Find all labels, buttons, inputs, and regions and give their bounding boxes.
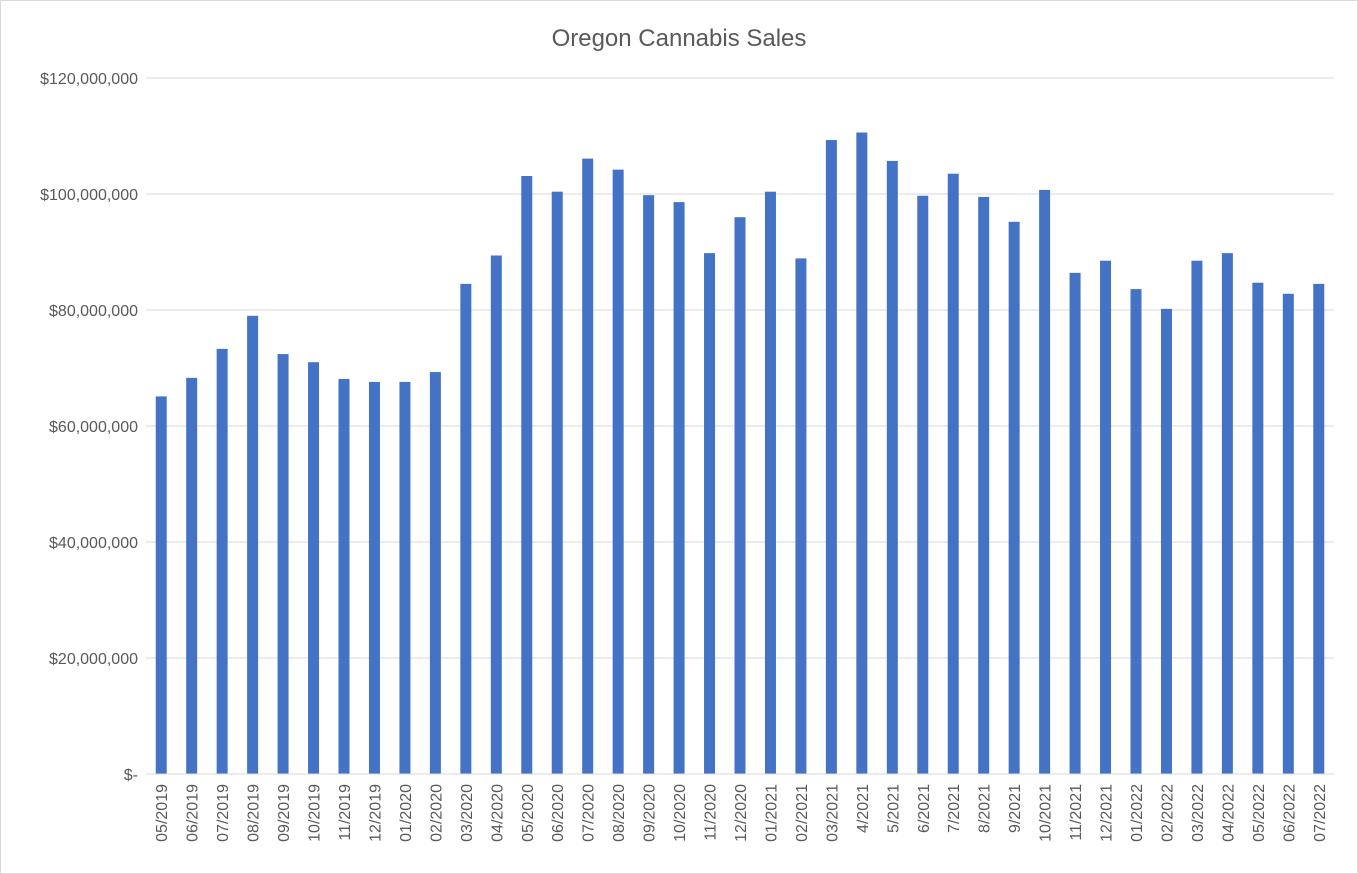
- x-tick-label: 08/2019: [246, 784, 263, 842]
- x-tick-label: 09/2019: [276, 784, 293, 842]
- y-axis-tick-labels: $- $20,000,000 $40,000,000 $60,000,000 $80,0…: [40, 71, 138, 784]
- x-tick-label: 11/2020: [703, 784, 720, 841]
- x-tick-label: 02/2022: [1159, 784, 1176, 842]
- bar: [216, 348, 228, 774]
- bar: [155, 396, 167, 774]
- bar: [612, 169, 624, 774]
- x-tick-label: 03/2022: [1190, 784, 1207, 842]
- bar: [521, 176, 533, 774]
- x-tick-label: 11/2021: [1068, 784, 1085, 841]
- x-tick-label: 04/2020: [489, 784, 506, 842]
- x-tick-label: 7/2021: [946, 784, 963, 833]
- x-tick-label: 10/2020: [672, 784, 689, 842]
- x-tick-label: 06/2019: [185, 784, 202, 842]
- x-tick-label: 06/2020: [550, 784, 567, 842]
- x-tick-label: 9/2021: [1007, 784, 1024, 833]
- bar: [1160, 308, 1172, 774]
- bar: [551, 191, 563, 774]
- bar: [1069, 272, 1081, 774]
- x-tick-label: 12/2020: [733, 784, 750, 842]
- bar: [308, 362, 320, 774]
- y-tick-label: $-: [124, 767, 138, 784]
- x-tick-label: 10/2021: [1038, 784, 1055, 842]
- y-tick-label: $100,000,000: [40, 187, 138, 204]
- bar: [643, 195, 655, 774]
- bar: [338, 379, 350, 774]
- bar: [734, 217, 746, 774]
- y-tick-label: $60,000,000: [49, 419, 138, 436]
- bar: [947, 173, 959, 774]
- x-tick-label: 02/2021: [794, 784, 811, 842]
- x-tick-label: 8/2021: [977, 784, 994, 833]
- x-tick-label: 03/2020: [459, 784, 476, 842]
- x-tick-label: 07/2019: [215, 784, 232, 842]
- x-tick-label: 12/2021: [1099, 784, 1116, 842]
- bar: [978, 196, 990, 774]
- bar: [582, 158, 594, 774]
- x-tick-label: 5/2021: [885, 784, 902, 833]
- x-tick-label: 11/2019: [337, 784, 354, 841]
- bar: [1130, 289, 1142, 774]
- bar: [277, 354, 289, 774]
- x-tick-label: 03/2021: [824, 784, 841, 842]
- bar: [1252, 282, 1264, 774]
- bar: [673, 202, 685, 774]
- bar: [856, 132, 868, 774]
- bar: [704, 253, 716, 774]
- bar: [1313, 283, 1325, 774]
- x-tick-label: 04/2022: [1220, 784, 1237, 842]
- y-tick-label: $80,000,000: [49, 303, 138, 320]
- x-tick-label: 6/2021: [916, 784, 933, 833]
- bar: [1039, 189, 1051, 774]
- x-tick-label: 12/2019: [367, 784, 384, 842]
- x-tick-label: 09/2020: [642, 784, 659, 842]
- x-tick-label: 02/2020: [428, 784, 445, 842]
- bar: [825, 140, 837, 774]
- y-tick-label: $20,000,000: [49, 651, 138, 668]
- x-tick-label: 07/2020: [581, 784, 598, 842]
- y-tick-label: $40,000,000: [49, 535, 138, 552]
- x-tick-label: 01/2022: [1129, 784, 1146, 842]
- x-tick-label: 10/2019: [307, 784, 324, 842]
- x-tick-label: 05/2022: [1251, 784, 1268, 842]
- bar: [1221, 253, 1233, 774]
- bar: [886, 160, 898, 774]
- bar: [247, 315, 259, 774]
- x-tick-label: 06/2022: [1281, 784, 1298, 842]
- x-tick-label: 4/2021: [855, 784, 872, 833]
- bar: [764, 191, 776, 774]
- bar: [1191, 260, 1203, 774]
- x-tick-label: 07/2022: [1312, 784, 1329, 842]
- x-tick-label: 08/2020: [611, 784, 628, 842]
- bar: [795, 258, 807, 774]
- bar: [460, 283, 472, 774]
- bar: [186, 377, 198, 774]
- x-tick-label: 01/2020: [398, 784, 415, 842]
- x-tick-label: 05/2020: [520, 784, 537, 842]
- bars: [155, 132, 1325, 775]
- bar: [1008, 221, 1020, 775]
- bar: [429, 372, 441, 774]
- bar: [917, 195, 929, 775]
- bar: [490, 255, 502, 775]
- bar: [1100, 260, 1112, 774]
- bar: [1282, 293, 1294, 774]
- x-axis-tick-labels: 05/2019 06/2019 07/2019 08/2019 09/2019 10/20…: [154, 784, 1329, 842]
- x-tick-label: 05/2019: [154, 784, 171, 842]
- bar: [399, 381, 411, 774]
- bar: [368, 381, 380, 774]
- x-tick-label: 01/2021: [763, 784, 780, 842]
- chart-title: Oregon Cannabis Sales: [552, 25, 807, 52]
- y-tick-label: $120,000,000: [40, 71, 138, 88]
